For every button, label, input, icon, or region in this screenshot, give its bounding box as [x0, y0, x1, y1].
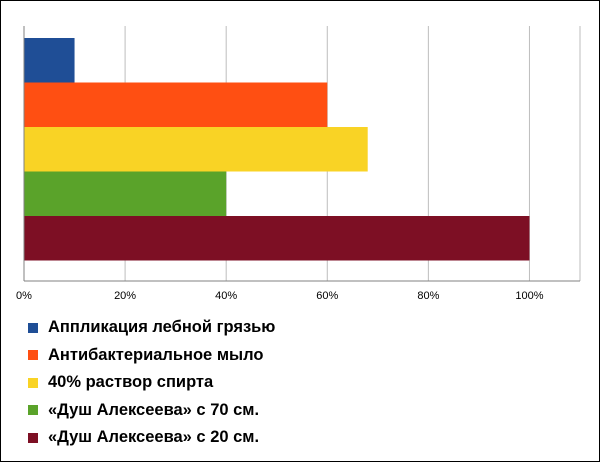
bar	[24, 82, 328, 127]
legend-label: Антибактериальное мыло	[48, 345, 264, 364]
legend-swatch	[28, 405, 38, 416]
legend-swatch	[28, 432, 38, 443]
x-tick-labels: 0% 20% 40% 60% 80% 100%	[16, 290, 544, 302]
legend-swatch	[28, 377, 38, 388]
x-tick-label: 0%	[16, 290, 32, 302]
legend-swatch	[28, 322, 38, 333]
legend-item: Аппликация лебной грязью	[28, 314, 275, 342]
x-tick-label: 40%	[215, 290, 237, 302]
bar-chart: 0% 20% 40% 60% 80% 100%	[16, 26, 581, 302]
bar	[24, 171, 227, 216]
x-tick-label: 20%	[114, 290, 136, 302]
legend-label: «Душ Алексеева» с 20 см.	[48, 428, 260, 447]
legend-label: «Душ Алексеева» с 70 см.	[48, 400, 260, 419]
x-tick-label: 60%	[316, 290, 338, 302]
legend: Аппликация лебной грязью Антибактериально…	[28, 314, 275, 452]
legend-item: «Душ Алексеева» с 20 см.	[28, 424, 275, 452]
legend-item: «Душ Алексеева» с 70 см.	[28, 397, 275, 425]
bar	[24, 38, 75, 83]
legend-swatch	[28, 350, 38, 361]
bar	[24, 127, 368, 172]
legend-item: 40% раствор спирта	[28, 369, 275, 397]
bars	[24, 38, 530, 261]
x-tick-label: 80%	[417, 290, 439, 302]
legend-label: 40% раствор спирта	[48, 373, 214, 392]
x-tick-label: 100%	[515, 290, 543, 302]
bar	[24, 216, 530, 261]
legend-label: Аппликация лебной грязью	[48, 318, 276, 337]
legend-item: Антибактериальное мыло	[28, 342, 275, 370]
